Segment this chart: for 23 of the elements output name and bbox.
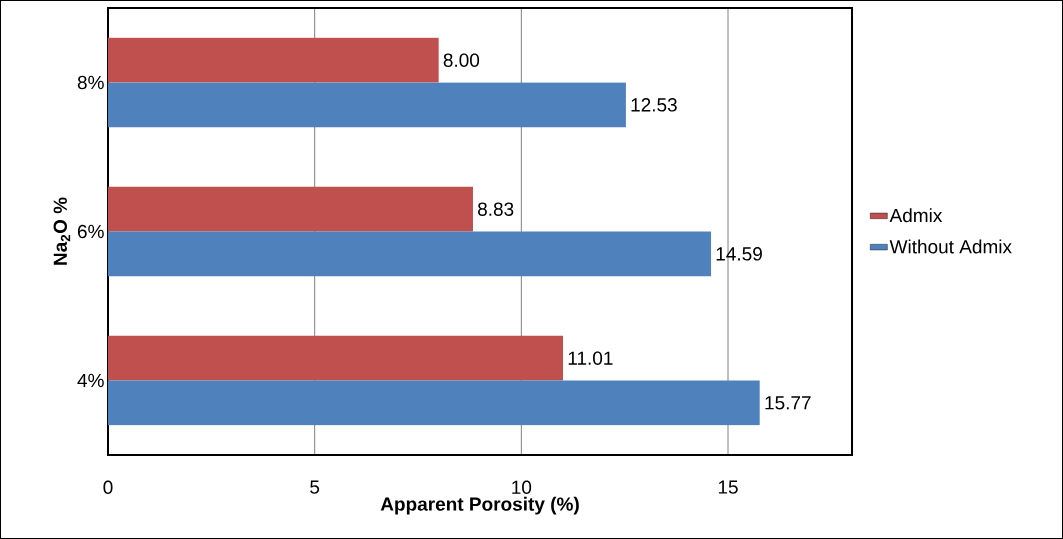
bar bbox=[108, 380, 760, 426]
data-label: 14.59 bbox=[716, 247, 762, 261]
data-label: 8.83 bbox=[478, 202, 514, 216]
bar bbox=[108, 231, 712, 277]
bar bbox=[108, 186, 473, 232]
y-axis-title: Na$_{2}$O % bbox=[53, 197, 71, 265]
legend-label: Admix bbox=[889, 208, 943, 223]
legend-label: Without Admix bbox=[889, 239, 1012, 254]
y-tick-label: 6% bbox=[77, 224, 104, 239]
bar bbox=[108, 335, 564, 381]
bar bbox=[108, 37, 439, 83]
x-axis-title: Apparent Porosity (%) bbox=[380, 496, 579, 515]
data-label: 12.53 bbox=[631, 98, 677, 112]
y-tick-label: 8% bbox=[77, 75, 104, 90]
data-label: 8.00 bbox=[443, 53, 480, 67]
x-tick-label: 15 bbox=[718, 480, 738, 494]
x-tick-label: 5 bbox=[310, 480, 320, 494]
y-tick-label: 4% bbox=[77, 373, 104, 388]
data-label: 11.01 bbox=[568, 351, 613, 365]
bar bbox=[108, 82, 626, 128]
x-tick-label: 0 bbox=[103, 480, 113, 494]
x-tick-label: 10 bbox=[512, 480, 532, 494]
data-label: 15.77 bbox=[765, 396, 811, 410]
